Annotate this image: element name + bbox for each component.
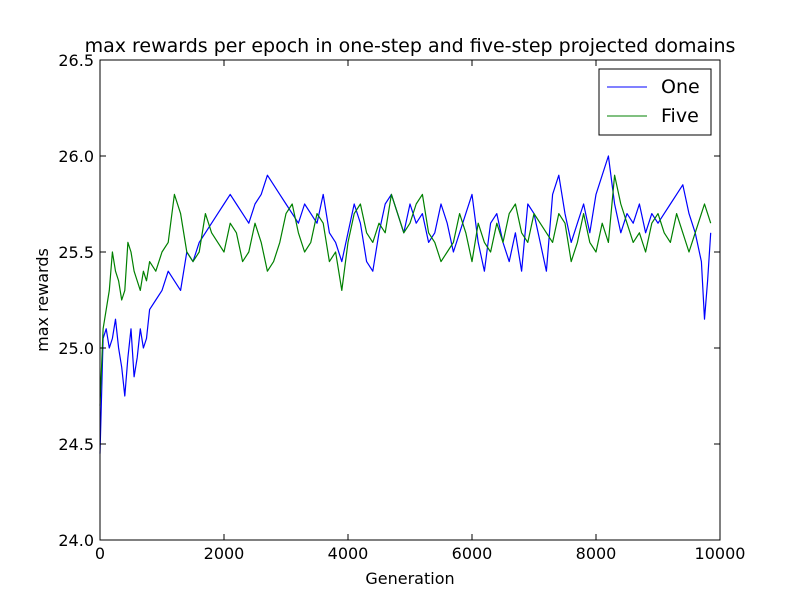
series-line-five	[99, 174, 712, 406]
y-tick-label: 26.5	[58, 51, 94, 70]
chart-title: max rewards per epoch in one-step and fi…	[85, 35, 736, 57]
plot-frame	[99, 59, 721, 541]
x-tick-label: 0	[95, 544, 105, 563]
legend-label-one: One	[661, 76, 700, 98]
y-axis: 24.0 24.5 25.0 25.5 26.0 26.5	[58, 51, 720, 550]
x-tick-label: 8000	[576, 544, 617, 563]
y-tick-label: 26.0	[58, 147, 94, 166]
plot-background	[100, 60, 720, 540]
legend-box	[598, 68, 712, 136]
x-tick-label: 6000	[452, 544, 493, 563]
y-tick-label: 24.5	[58, 435, 94, 454]
x-axis-label: Generation	[365, 569, 454, 588]
x-tick-label: 2000	[204, 544, 245, 563]
series-line-one	[99, 155, 712, 454]
legend-label-five: Five	[661, 105, 699, 127]
x-tick-label: 4000	[328, 544, 369, 563]
series-layer	[99, 155, 712, 454]
x-tick-label: 10000	[695, 544, 746, 563]
legend: One Five	[598, 68, 712, 136]
y-tick-label: 25.5	[58, 243, 94, 262]
y-tick-label: 25.0	[58, 339, 94, 358]
plot-area: 0 2000 4000 6000 8000 10000 24.024.525.025.52…	[58, 51, 745, 563]
x-axis: 0 2000 4000 6000 8000 10000	[95, 60, 746, 563]
y-axis-label: max rewards	[33, 248, 52, 352]
y-tick-label: 24.0	[58, 531, 94, 550]
